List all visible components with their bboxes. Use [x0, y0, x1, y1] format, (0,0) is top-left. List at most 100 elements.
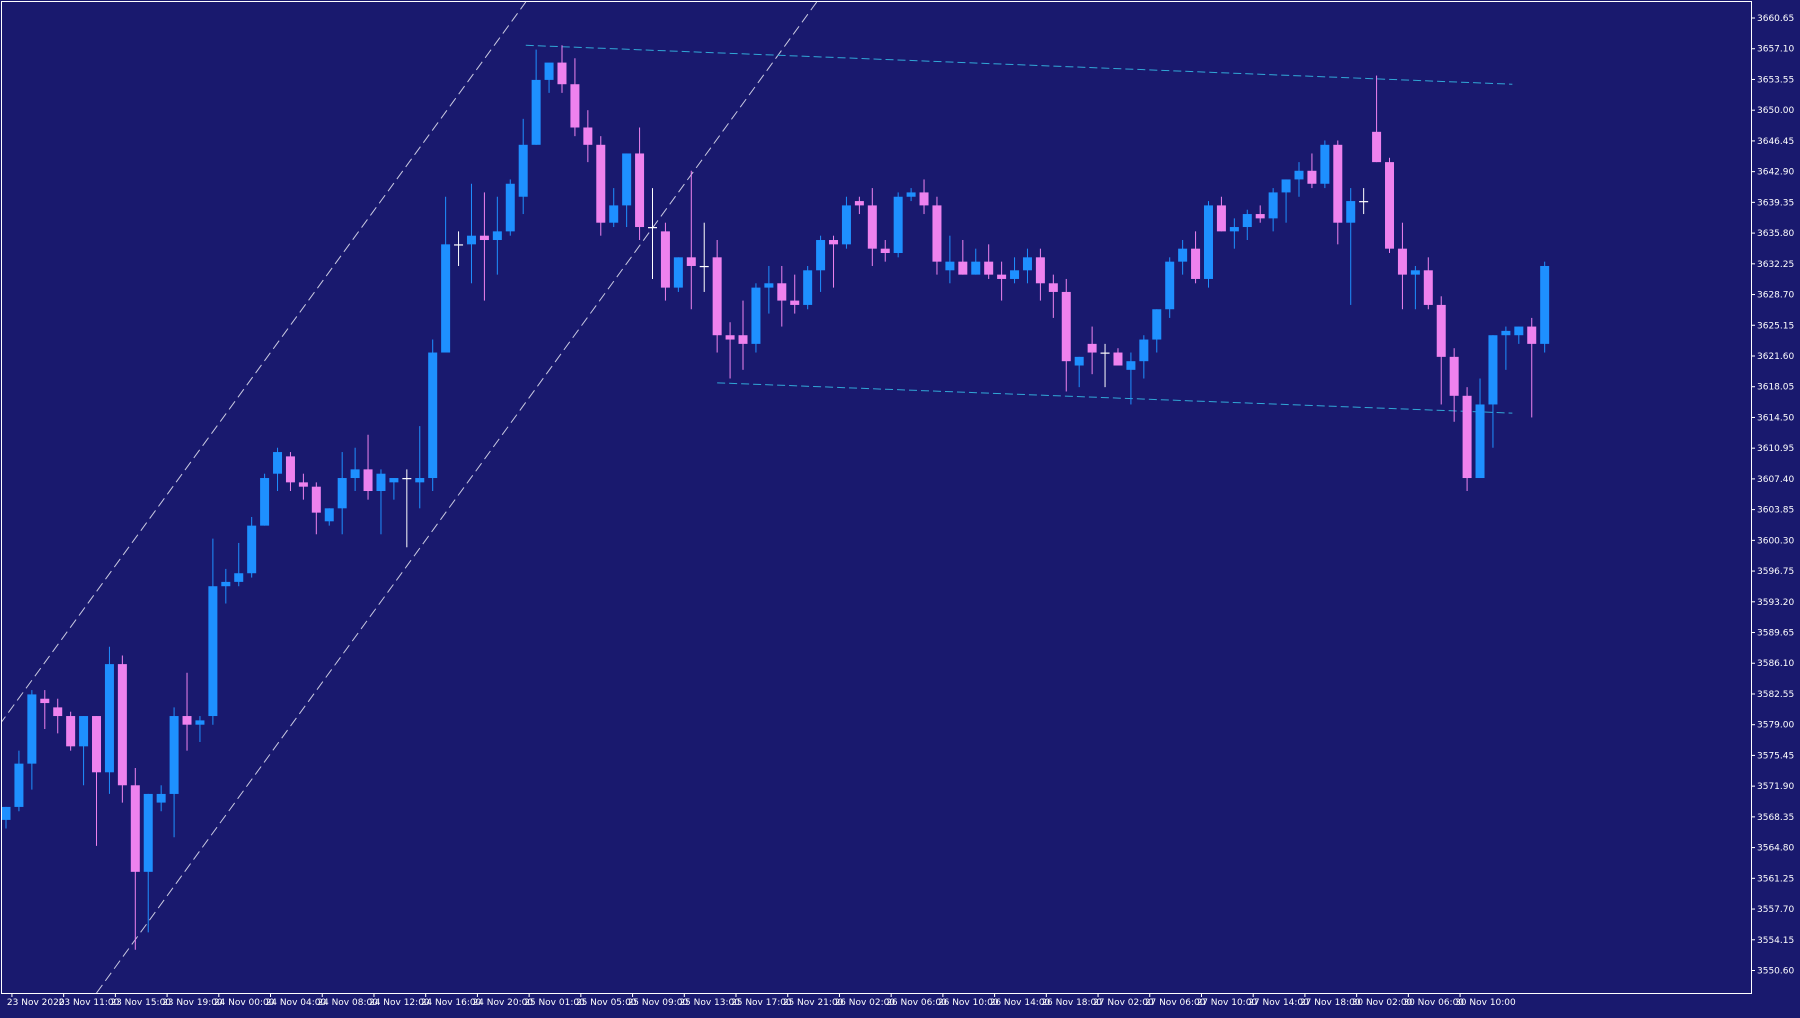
candle[interactable] [854, 196, 864, 215]
candle[interactable] [195, 716, 205, 743]
candle[interactable] [648, 188, 657, 279]
candle[interactable] [1255, 205, 1265, 223]
candle[interactable] [945, 235, 955, 284]
candle[interactable] [544, 62, 554, 93]
candle[interactable] [1294, 162, 1304, 197]
candle[interactable] [660, 222, 670, 301]
candle[interactable] [363, 434, 373, 500]
candle[interactable] [867, 188, 877, 266]
candle[interactable] [932, 196, 942, 275]
candle[interactable] [2, 806, 11, 829]
candle[interactable] [583, 110, 593, 163]
candle[interactable] [402, 469, 412, 548]
candle[interactable] [673, 257, 683, 292]
candle[interactable] [273, 447, 283, 492]
candle[interactable] [40, 690, 50, 730]
candle[interactable] [1203, 201, 1213, 288]
candle[interactable] [66, 711, 76, 751]
candle[interactable] [699, 222, 709, 292]
candle[interactable] [466, 183, 476, 284]
candle[interactable] [492, 196, 502, 275]
candle[interactable] [441, 196, 451, 353]
candle[interactable] [622, 153, 632, 228]
candle[interactable] [1216, 196, 1226, 232]
candle[interactable] [117, 655, 127, 803]
candle[interactable] [829, 235, 839, 288]
candle[interactable] [1346, 188, 1356, 305]
candle[interactable] [1074, 356, 1084, 388]
candle[interactable] [1268, 188, 1278, 232]
candle[interactable] [1178, 240, 1188, 275]
candle[interactable] [260, 473, 270, 526]
candle[interactable] [764, 265, 774, 314]
candle[interactable] [53, 698, 63, 734]
candle[interactable] [182, 672, 192, 751]
candle[interactable] [247, 516, 257, 578]
candle[interactable] [311, 482, 321, 535]
candle[interactable] [635, 127, 645, 241]
range_bottom-line[interactable] [717, 382, 1513, 414]
candle[interactable] [1514, 326, 1524, 344]
candle[interactable] [1475, 378, 1485, 479]
candle[interactable] [557, 45, 567, 93]
candle[interactable] [570, 58, 580, 137]
candle[interactable] [79, 716, 89, 786]
candle[interactable] [1320, 140, 1330, 189]
candle[interactable] [880, 240, 890, 262]
channel_upper-line[interactable] [0, 2, 527, 725]
candle[interactable] [337, 452, 347, 535]
candle[interactable] [1165, 257, 1175, 318]
candle[interactable] [841, 196, 851, 249]
candle[interactable] [415, 426, 425, 509]
candle[interactable] [1397, 222, 1407, 310]
candle[interactable] [816, 235, 826, 292]
candle[interactable] [479, 192, 489, 301]
candle[interactable] [1410, 265, 1420, 310]
candle[interactable] [1423, 257, 1433, 310]
candle[interactable] [1385, 157, 1395, 253]
candle[interactable] [169, 707, 179, 838]
candle[interactable] [958, 240, 968, 275]
candle[interactable] [1307, 153, 1317, 189]
candle[interactable] [596, 136, 606, 236]
candle[interactable] [505, 179, 515, 236]
candle[interactable] [130, 767, 140, 950]
candle[interactable] [725, 322, 735, 379]
candle[interactable] [893, 192, 903, 258]
candle[interactable] [609, 188, 619, 228]
candle[interactable] [1087, 326, 1097, 375]
candle[interactable] [1022, 248, 1032, 284]
candle[interactable] [208, 538, 218, 725]
candle[interactable] [1527, 317, 1537, 418]
candle[interactable] [997, 261, 1007, 301]
candle[interactable] [1139, 335, 1149, 379]
candle[interactable] [1229, 218, 1239, 249]
candle[interactable] [1061, 278, 1071, 392]
candle[interactable] [454, 231, 464, 266]
candle[interactable] [1436, 296, 1446, 405]
candle[interactable] [1152, 309, 1162, 353]
candle[interactable] [1488, 335, 1498, 448]
candle[interactable] [1359, 188, 1369, 215]
candle[interactable] [1113, 348, 1123, 366]
candle[interactable] [350, 447, 360, 492]
candle[interactable] [104, 646, 114, 794]
candle[interactable] [221, 568, 231, 604]
candle[interactable] [143, 793, 153, 933]
candle[interactable] [518, 118, 528, 215]
candle[interactable] [906, 188, 916, 202]
candle[interactable] [234, 542, 244, 587]
candle[interactable] [790, 274, 800, 314]
candle[interactable] [984, 244, 994, 279]
candle[interactable] [156, 785, 166, 812]
candle[interactable] [686, 170, 696, 310]
candle[interactable] [1048, 274, 1058, 318]
channel_lower-line[interactable] [96, 2, 818, 993]
candle[interactable] [1191, 231, 1201, 284]
candle[interactable] [324, 508, 334, 526]
candle[interactable] [1100, 343, 1110, 388]
candle[interactable] [14, 750, 24, 812]
range_top-line[interactable] [525, 44, 1513, 85]
candle[interactable] [285, 452, 295, 492]
candle[interactable] [1242, 209, 1252, 241]
